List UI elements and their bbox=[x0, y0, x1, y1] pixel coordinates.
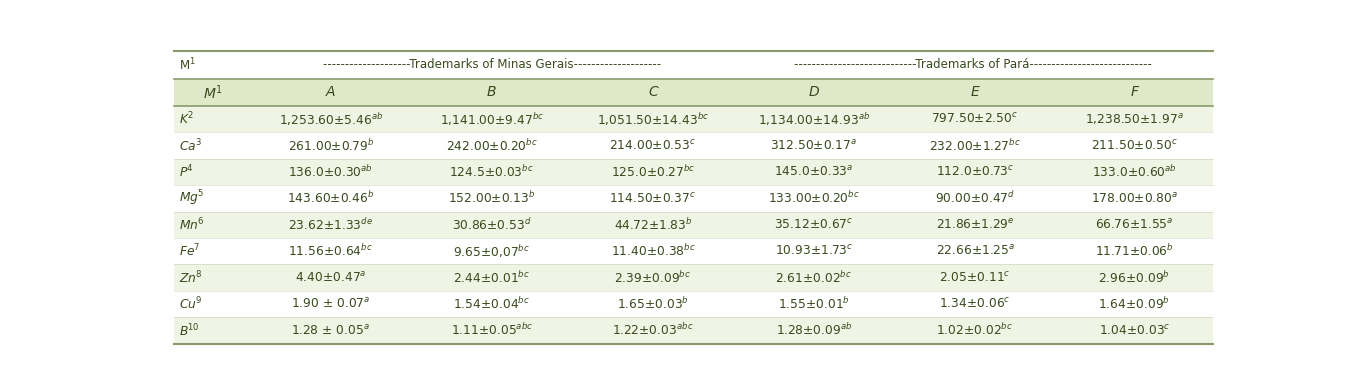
Text: B$^{10}$: B$^{10}$ bbox=[179, 322, 199, 339]
Text: 1,238.50±1.97$^{a}$: 1,238.50±1.97$^{a}$ bbox=[1085, 112, 1183, 127]
Text: 1.55±0.01$^{b}$: 1.55±0.01$^{b}$ bbox=[779, 296, 850, 312]
Text: 133.0±0.60$^{ab}$: 133.0±0.60$^{ab}$ bbox=[1091, 164, 1177, 180]
Text: 312.50±0.17$^{a}$: 312.50±0.17$^{a}$ bbox=[770, 139, 857, 152]
Text: A: A bbox=[326, 85, 336, 99]
Text: --------------------Trademarks of Minas Gerais--------------------: --------------------Trademarks of Minas … bbox=[322, 58, 661, 71]
Text: 1,134.00±14.93$^{ab}$: 1,134.00±14.93$^{ab}$ bbox=[758, 111, 871, 128]
Text: M$^1$: M$^1$ bbox=[203, 83, 222, 102]
Text: 261.00±0.79$^{b}$: 261.00±0.79$^{b}$ bbox=[287, 138, 374, 154]
Text: 11.56±0.64$^{bc}$: 11.56±0.64$^{bc}$ bbox=[288, 243, 374, 259]
Text: 2.61±0.02$^{bc}$: 2.61±0.02$^{bc}$ bbox=[776, 270, 853, 286]
Text: 152.00±0.13$^{b}$: 152.00±0.13$^{b}$ bbox=[448, 191, 536, 206]
Text: 1.22±0.03$^{abc}$: 1.22±0.03$^{abc}$ bbox=[612, 322, 693, 338]
Text: 112.0±0.73$^{c}$: 112.0±0.73$^{c}$ bbox=[936, 165, 1014, 179]
Text: 2.05±0.11$^{c}$: 2.05±0.11$^{c}$ bbox=[940, 271, 1010, 285]
Text: Mn$^6$: Mn$^6$ bbox=[179, 217, 204, 233]
Text: 1.64±0.09$^{b}$: 1.64±0.09$^{b}$ bbox=[1098, 296, 1170, 312]
Bar bbox=[175, 212, 1213, 238]
Text: K$^2$: K$^2$ bbox=[179, 111, 194, 128]
Bar bbox=[175, 106, 1213, 132]
Text: M$^1$: M$^1$ bbox=[179, 57, 195, 73]
Text: 44.72±1.83$^{b}$: 44.72±1.83$^{b}$ bbox=[613, 217, 692, 233]
Text: 1.54±0.04$^{bc}$: 1.54±0.04$^{bc}$ bbox=[454, 296, 531, 312]
Bar bbox=[175, 132, 1213, 159]
Text: 1.28 ± 0.05$^{a}$: 1.28 ± 0.05$^{a}$ bbox=[291, 324, 370, 338]
Text: 11.40±0.38$^{bc}$: 11.40±0.38$^{bc}$ bbox=[611, 243, 695, 259]
Text: 30.86±0.53$^{d}$: 30.86±0.53$^{d}$ bbox=[452, 217, 532, 233]
Text: F: F bbox=[1131, 85, 1139, 99]
Text: 232.00±1.27$^{bc}$: 232.00±1.27$^{bc}$ bbox=[929, 138, 1021, 154]
Text: Ca$^3$: Ca$^3$ bbox=[179, 137, 202, 154]
Bar bbox=[175, 185, 1213, 212]
Text: Cu$^9$: Cu$^9$ bbox=[179, 296, 202, 312]
Text: B: B bbox=[487, 85, 497, 99]
Text: C: C bbox=[649, 85, 658, 99]
Text: ----------------------------Trademarks of Pará----------------------------: ----------------------------Trademarks o… bbox=[795, 58, 1152, 71]
Text: 35.12±0.67$^{c}$: 35.12±0.67$^{c}$ bbox=[774, 218, 853, 232]
Text: 178.00±0.80$^{a}$: 178.00±0.80$^{a}$ bbox=[1091, 191, 1178, 206]
Text: 242.00±0.20$^{bc}$: 242.00±0.20$^{bc}$ bbox=[445, 138, 538, 154]
Text: 1.34±0.06$^{c}$: 1.34±0.06$^{c}$ bbox=[940, 297, 1010, 311]
Bar bbox=[175, 159, 1213, 185]
Text: 2.39±0.09$^{bc}$: 2.39±0.09$^{bc}$ bbox=[615, 270, 692, 286]
Text: 1.65±0.03$^{b}$: 1.65±0.03$^{b}$ bbox=[617, 296, 689, 312]
Text: P$^4$: P$^4$ bbox=[179, 164, 194, 180]
Text: 2.44±0.01$^{bc}$: 2.44±0.01$^{bc}$ bbox=[454, 270, 531, 286]
Text: 66.76±1.55$^{a}$: 66.76±1.55$^{a}$ bbox=[1095, 218, 1174, 232]
Text: 124.5±0.03$^{bc}$: 124.5±0.03$^{bc}$ bbox=[450, 164, 535, 180]
Text: 1.28±0.09$^{ab}$: 1.28±0.09$^{ab}$ bbox=[776, 322, 852, 338]
Text: 133.00±0.20$^{bc}$: 133.00±0.20$^{bc}$ bbox=[768, 191, 860, 206]
Text: D: D bbox=[808, 85, 819, 99]
Text: 2.96±0.09$^{b}$: 2.96±0.09$^{b}$ bbox=[1098, 270, 1170, 286]
Text: 114.50±0.37$^{c}$: 114.50±0.37$^{c}$ bbox=[609, 191, 696, 206]
Text: 211.50±0.50$^{c}$: 211.50±0.50$^{c}$ bbox=[1091, 139, 1178, 152]
Text: 136.0±0.30$^{ab}$: 136.0±0.30$^{ab}$ bbox=[288, 164, 374, 180]
Text: 22.66±1.25$^{a}$: 22.66±1.25$^{a}$ bbox=[936, 244, 1014, 258]
Text: 1.04±0.03$^{c}$: 1.04±0.03$^{c}$ bbox=[1098, 324, 1170, 338]
Text: Mg$^5$: Mg$^5$ bbox=[179, 189, 204, 208]
Text: 125.0±0.27$^{bc}$: 125.0±0.27$^{bc}$ bbox=[611, 164, 695, 180]
Text: 4.40±0.47$^{a}$: 4.40±0.47$^{a}$ bbox=[295, 271, 367, 285]
Text: 90.00±0.47$^{d}$: 90.00±0.47$^{d}$ bbox=[934, 191, 1016, 206]
Text: 1.11±0.05$^{abc}$: 1.11±0.05$^{abc}$ bbox=[451, 322, 533, 338]
Bar bbox=[175, 291, 1213, 317]
Text: 23.62±1.33$^{de}$: 23.62±1.33$^{de}$ bbox=[288, 217, 374, 233]
Bar bbox=[175, 238, 1213, 265]
Text: 214.00±0.53$^{c}$: 214.00±0.53$^{c}$ bbox=[609, 139, 696, 152]
Text: Zn$^8$: Zn$^8$ bbox=[179, 269, 202, 286]
Bar bbox=[175, 317, 1213, 344]
Text: 1.90 ± 0.07$^{a}$: 1.90 ± 0.07$^{a}$ bbox=[291, 297, 371, 311]
Text: 21.86±1.29$^{e}$: 21.86±1.29$^{e}$ bbox=[936, 218, 1014, 232]
Text: 1,051.50±14.43$^{bc}$: 1,051.50±14.43$^{bc}$ bbox=[597, 111, 709, 128]
Text: E: E bbox=[971, 85, 979, 99]
Bar bbox=[175, 51, 1213, 78]
Text: 9.65±0,07$^{bc}$: 9.65±0,07$^{bc}$ bbox=[454, 243, 531, 260]
Text: Fe$^7$: Fe$^7$ bbox=[179, 243, 200, 260]
Text: 1.02±0.02$^{bc}$: 1.02±0.02$^{bc}$ bbox=[937, 322, 1013, 338]
Bar bbox=[175, 265, 1213, 291]
Bar bbox=[175, 78, 1213, 106]
Text: 1,141.00±9.47$^{bc}$: 1,141.00±9.47$^{bc}$ bbox=[440, 111, 544, 128]
Text: 797.50±2.50$^{c}$: 797.50±2.50$^{c}$ bbox=[932, 112, 1018, 126]
Text: 10.93±1.73$^{c}$: 10.93±1.73$^{c}$ bbox=[774, 244, 853, 258]
Text: 11.71±0.06$^{b}$: 11.71±0.06$^{b}$ bbox=[1095, 243, 1174, 259]
Text: 143.60±0.46$^{b}$: 143.60±0.46$^{b}$ bbox=[287, 191, 375, 206]
Text: 145.0±0.33$^{a}$: 145.0±0.33$^{a}$ bbox=[774, 165, 853, 179]
Text: 1,253.60±5.46$^{ab}$: 1,253.60±5.46$^{ab}$ bbox=[279, 111, 383, 128]
